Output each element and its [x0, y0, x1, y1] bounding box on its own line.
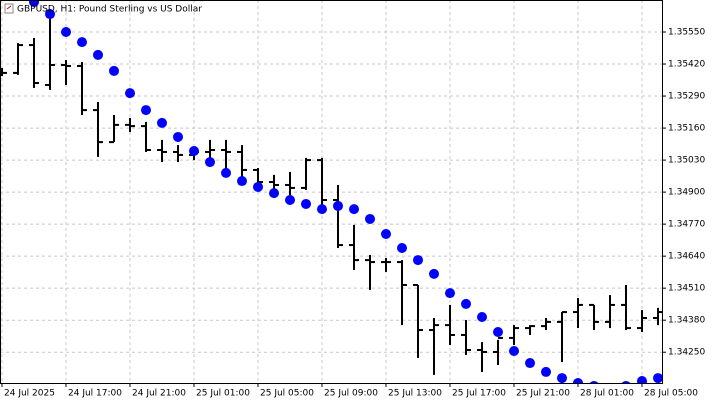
y-tick-label: 1.34510: [668, 284, 705, 294]
axes: 1.35550 1.35420 1.35290 1.35160 1.35030 1.349…: [1, 28, 705, 399]
x-tick-label: 28 Jul 01:00: [580, 389, 634, 399]
x-tick-label: 24 Jul 21:00: [132, 389, 186, 399]
sar-dot: [461, 298, 471, 309]
sar-dot: [653, 373, 662, 383]
sar-dot: [61, 27, 71, 38]
x-tick-label: 28 Jul 05:00: [644, 389, 698, 399]
sar-dot: [573, 378, 583, 383]
x-tick-label: 25 Jul 01:00: [196, 389, 250, 399]
sar-dot: [365, 213, 375, 224]
sar-dot: [333, 200, 343, 211]
sar-dot: [493, 327, 503, 338]
sar-dot: [609, 382, 611, 383]
sar-dot: [301, 198, 311, 209]
sar-dot: [349, 204, 359, 215]
y-tick-label: 1.34770: [668, 220, 705, 230]
sar-dot: [317, 204, 327, 215]
sar-dot: [141, 105, 151, 116]
y-tick-label: 1.35550: [668, 28, 705, 38]
sar-dot: [285, 194, 295, 205]
sar-dot: [173, 131, 183, 142]
sar-dot: [397, 243, 407, 254]
x-tick-label: 24 Jul 17:00: [68, 389, 122, 399]
sar-dot: [509, 345, 519, 356]
sar-dot: [157, 117, 167, 128]
sar-dot: [637, 376, 647, 383]
sar-dot: [77, 37, 87, 48]
sar-dot: [413, 255, 423, 266]
chart-title: GBPUSD, H1: Pound Sterling vs US Dollar: [17, 5, 202, 15]
x-tick-label: 24 Jul 2025: [4, 389, 55, 399]
y-tick-label: 1.34250: [668, 348, 705, 358]
sar-dot: [253, 181, 263, 192]
sar-dot: [381, 228, 391, 239]
sar-dot: [269, 188, 279, 199]
sar-dot: [93, 49, 103, 60]
sar-dot: [589, 380, 599, 383]
x-tick-label: 25 Jul 13:00: [388, 389, 442, 399]
sar-dot: [621, 380, 631, 383]
y-tick-label: 1.35290: [668, 92, 705, 102]
y-tick-label: 1.35160: [668, 124, 705, 134]
y-tick-label: 1.34380: [668, 316, 705, 326]
sar-dot: [541, 366, 551, 377]
y-tick-label: 1.35030: [668, 156, 705, 166]
sar-dot: [45, 9, 55, 20]
sar-dot: [125, 88, 135, 99]
sar-dot: [29, 1, 39, 7]
y-tick-label: 1.34900: [668, 188, 705, 198]
sar-dot: [525, 358, 535, 369]
sar-dot: [237, 176, 247, 187]
x-tick-label: 25 Jul 05:00: [260, 389, 314, 399]
x-tick-label: 25 Jul 17:00: [452, 389, 506, 399]
x-tick-label: 25 Jul 21:00: [516, 389, 570, 399]
sar-dot: [557, 373, 567, 383]
symbol-icon: [4, 3, 14, 14]
y-tick-label: 1.35420: [668, 60, 705, 70]
sar-dot: [429, 268, 439, 279]
sar-dot: [109, 65, 119, 76]
sar-dot: [477, 311, 487, 322]
sar-dot: [189, 145, 199, 156]
sar-dot: [221, 167, 231, 178]
y-tick-label: 1.34640: [668, 252, 705, 262]
sar-dot: [445, 288, 455, 299]
plot-area: [1, 1, 662, 383]
x-tick-label: 25 Jul 09:00: [324, 389, 378, 399]
sar-dot: [205, 157, 215, 168]
